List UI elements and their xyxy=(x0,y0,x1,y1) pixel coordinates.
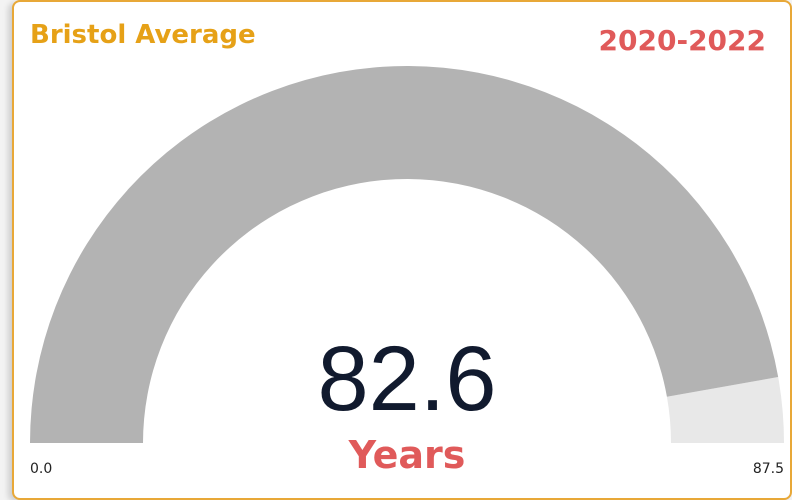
chart-title: Bristol Average xyxy=(30,20,256,50)
gauge-value: 82.6 xyxy=(317,328,496,430)
gauge-fill xyxy=(30,66,779,443)
tick-label: 0.0 xyxy=(30,461,52,477)
gauge-unit: Years xyxy=(348,433,466,477)
tick-label: 87.5 xyxy=(753,461,784,477)
gauge-track xyxy=(666,377,784,443)
chart-subtitle: 2020-2022 xyxy=(599,24,766,57)
